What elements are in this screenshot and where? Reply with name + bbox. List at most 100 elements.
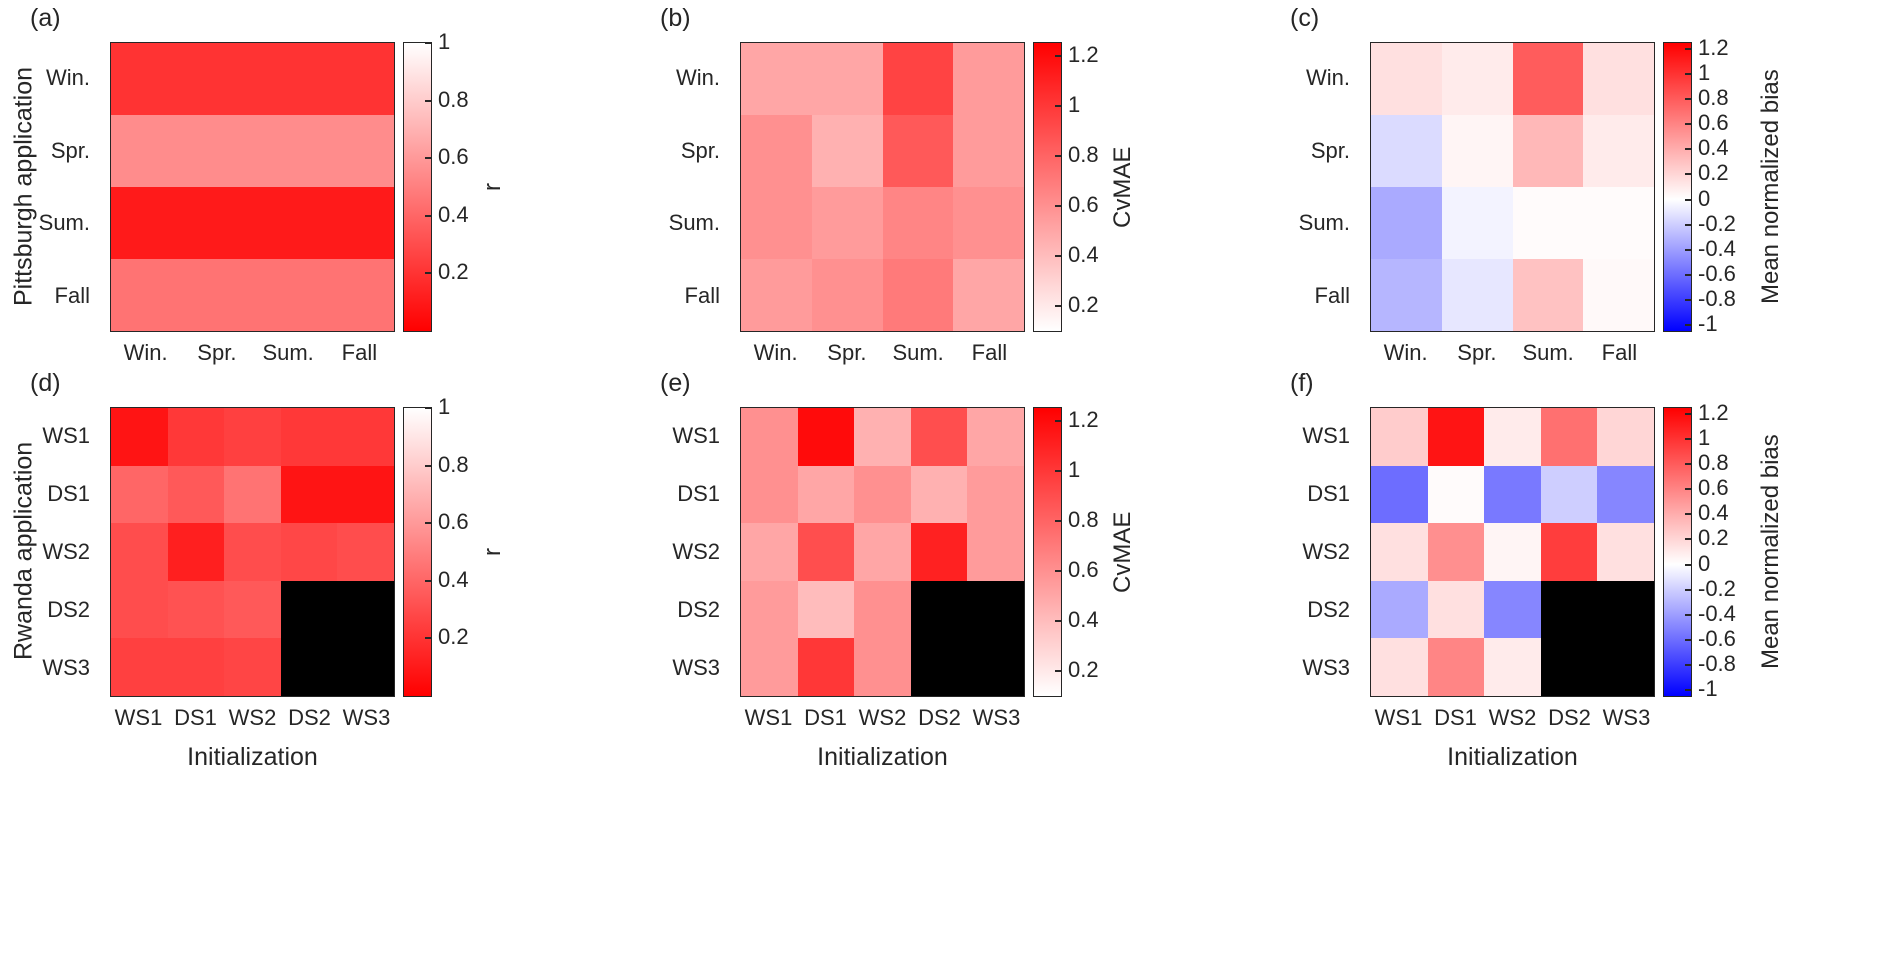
heatmap-cell (910, 523, 968, 581)
colorbar-tick-mark (1055, 569, 1061, 572)
colorbar-tick-mark (1055, 669, 1061, 672)
colorbar-tick-mark (425, 407, 431, 409)
y-tick-label: WS3 (42, 655, 90, 680)
heatmap-cell (1583, 187, 1654, 259)
heatmap-cell (167, 465, 225, 524)
heatmap-cell (1441, 187, 1513, 259)
panel-letter: (a) (30, 4, 61, 32)
heatmap-cell (252, 115, 324, 187)
colorbar-tick-mark (1685, 488, 1691, 491)
heatmap-cell (797, 465, 855, 524)
heatmap-cell (167, 408, 225, 466)
y-tick-label: Win. (1306, 65, 1350, 91)
heatmap-cell (111, 43, 182, 115)
colorbar-tick-mark (1685, 223, 1691, 226)
heatmap-cell (910, 465, 968, 524)
colorbar-tick-label: 0.8 (438, 86, 469, 112)
heatmap (1370, 42, 1655, 332)
panel-f: (f) WS1 DS1 WS2 DS2 WS3 WS1 DS1 WS2 DS2 WS3 Init… (1290, 369, 1880, 827)
heatmap-cell (224, 465, 281, 524)
heatmap-cell (854, 523, 911, 581)
colorbar-tick-labels: 1.2 1 0.8 0.6 0.4 0.2 (1068, 42, 1128, 332)
y-tick-label: Sum. (668, 210, 720, 236)
heatmap-cell (1484, 638, 1541, 696)
colorbar-tick-label: -0.4 (1698, 600, 1736, 626)
colorbar-tick-label: 0.2 (438, 259, 469, 285)
colorbar-tick-label: 0.6 (438, 144, 469, 170)
y-tick-label: WS2 (672, 539, 720, 564)
panel-letter: (f) (1290, 369, 1314, 397)
colorbar-tick-mark (425, 464, 431, 467)
heatmap-cell (167, 638, 225, 696)
heatmap-cell (224, 408, 281, 466)
colorbar-tick-label: 1 (438, 29, 451, 54)
colorbar-tick-label: 0.2 (1698, 525, 1729, 551)
colorbar (403, 42, 432, 332)
heatmap-cell (1583, 259, 1654, 331)
colorbar-tick-label: -0.2 (1698, 575, 1736, 601)
panel-e: (e) WS1 DS1 WS2 DS2 WS3 WS1 DS1 WS2 DS2 WS3 Init… (660, 369, 1360, 827)
heatmap-cell (854, 465, 911, 524)
colorbar-tick-mark (425, 272, 431, 275)
heatmap-cell (111, 408, 168, 466)
y-axis-tick-labels: WS1 DS1 WS2 DS2 WS3 (1270, 407, 1360, 697)
x-axis-tick-labels: WS1 DS1 WS2 DS2 WS3 (1370, 705, 1655, 731)
heatmap-cell (967, 408, 1024, 466)
colorbar-tick-mark (1685, 148, 1691, 151)
heatmap-cell (1484, 523, 1541, 581)
heatmap-cell (910, 408, 968, 466)
x-tick-label: WS3 (342, 705, 391, 730)
heatmap-cell (1512, 259, 1584, 331)
heatmap-cell (967, 638, 1024, 696)
colorbar-tick-mark (1055, 154, 1061, 157)
heatmap-cell (252, 259, 324, 331)
colorbar-tick-label: 0.4 (1698, 500, 1729, 526)
y-tick-label: Fall (684, 282, 720, 308)
colorbar-tick-label: 0.8 (1068, 506, 1099, 532)
heatmap-cell (953, 43, 1024, 115)
panel-b: (b) Win. Spr. Sum. Fall Win. Spr. Sum. Fall 1.… (660, 4, 1360, 462)
colorbar-tick-mark (1685, 48, 1691, 51)
heatmap-cell (1371, 580, 1428, 639)
heatmap-cell (1597, 523, 1654, 581)
colorbar-tick-label: 1.2 (1068, 41, 1099, 67)
colorbar-tick-label: 0 (1698, 185, 1711, 211)
heatmap-cell (1371, 187, 1442, 259)
heatmap-cell (1597, 638, 1654, 696)
heatmap-cell (1540, 408, 1598, 466)
heatmap (740, 407, 1025, 697)
heatmap-cell (337, 408, 394, 466)
x-axis-tick-labels: Win. Spr. Sum. Fall (740, 340, 1025, 366)
heatmap-cell (167, 523, 225, 581)
heatmap-cell (1371, 259, 1442, 331)
colorbar-tick-label: 1.2 (1698, 35, 1729, 61)
heatmap-cell (882, 187, 954, 259)
colorbar-tick-label: 0.4 (1068, 241, 1099, 267)
heatmap (740, 42, 1025, 332)
x-tick-label: WS3 (1602, 705, 1651, 730)
heatmap-cell (323, 115, 394, 187)
x-tick-label: Spr. (1457, 340, 1497, 365)
y-axis-tick-labels: Win. Spr. Sum. Fall (10, 42, 100, 332)
y-tick-label: DS1 (677, 481, 720, 506)
colorbar-tick-mark (1685, 298, 1691, 301)
heatmap-cell (252, 43, 324, 115)
colorbar-tick-mark (1685, 323, 1691, 326)
heatmap-cell (1427, 465, 1485, 524)
x-tick-label: WS1 (744, 705, 793, 730)
colorbar-tick-label: -0.8 (1698, 650, 1736, 676)
colorbar-tick-label: -1 (1698, 310, 1718, 336)
colorbar-tick-mark (1685, 563, 1691, 566)
colorbar-tick-label: 0.6 (1698, 475, 1729, 501)
heatmap-cell (111, 638, 168, 696)
colorbar-tick-label: 0.8 (1068, 141, 1099, 167)
y-tick-label: Spr. (680, 137, 720, 163)
heatmap-cell (1371, 43, 1442, 115)
colorbar-tick-label: 0.4 (438, 201, 469, 227)
heatmap-cell (811, 43, 883, 115)
y-tick-label: WS1 (1302, 423, 1350, 448)
x-tick-label: WS3 (972, 705, 1021, 730)
x-axis-tick-labels: Win. Spr. Sum. Fall (110, 340, 395, 366)
heatmap-cell (967, 465, 1024, 524)
colorbar-tick-labels: 1 0.8 0.6 0.4 0.2 (438, 29, 498, 332)
